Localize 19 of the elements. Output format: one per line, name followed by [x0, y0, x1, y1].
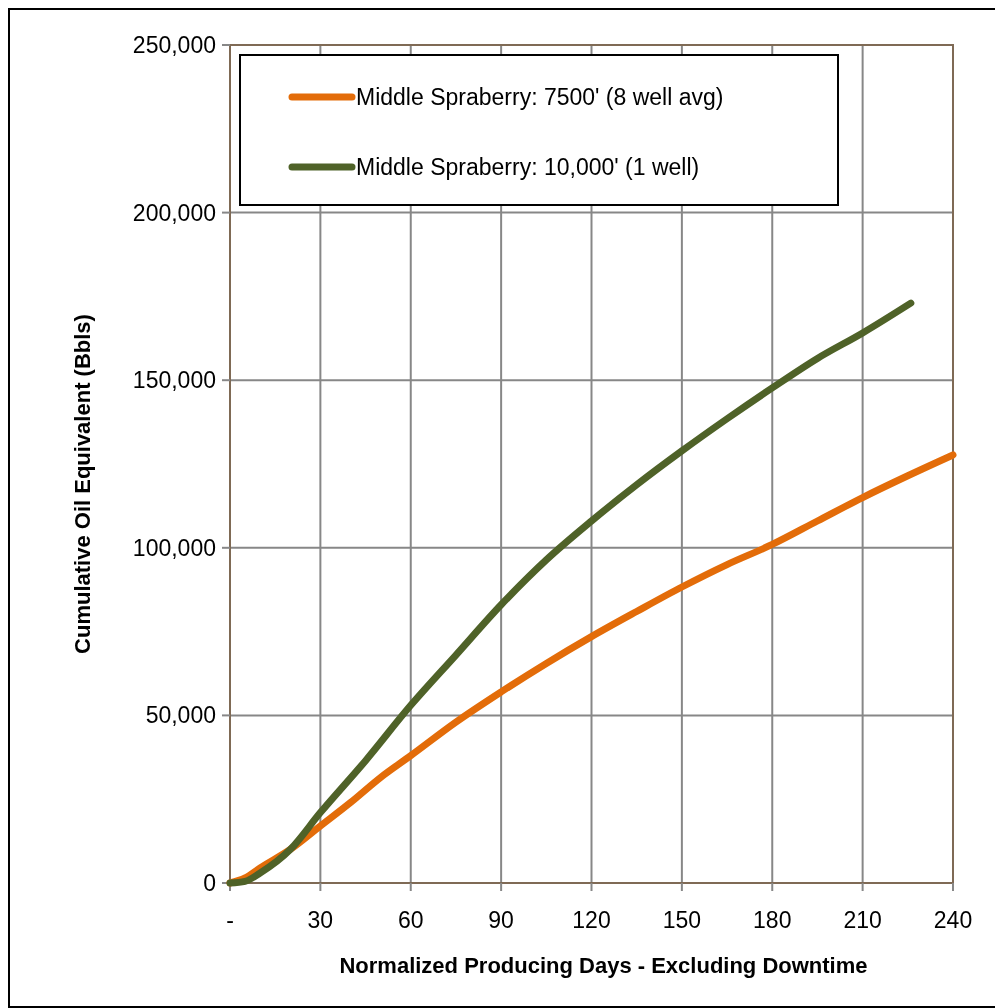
- x-axis-title: Normalized Producing Days - Excluding Downtime: [339, 953, 868, 978]
- y-tick-label: 50,000: [145, 702, 216, 729]
- x-tick-label: 150: [662, 907, 702, 933]
- legend-label: Middle Spraberry: 10,000' (1 well): [356, 154, 700, 181]
- x-tick-label: 120: [572, 907, 611, 933]
- y-tick-label: 200,000: [132, 199, 216, 226]
- x-tick-label: 210: [843, 907, 882, 933]
- x-tick-label: 240: [933, 907, 973, 933]
- y-tick-label: 250,000: [132, 32, 216, 59]
- legend-label: Middle Spraberry: 7500' (8 well avg): [356, 84, 724, 111]
- y-tick-label: 0: [203, 870, 216, 897]
- x-tick-label: 180: [753, 907, 792, 933]
- y-axis-title: Cumulative Oil Equivalent (Bbls): [70, 314, 95, 654]
- y-tick-label: 150,000: [132, 367, 216, 394]
- x-tick-label: 90: [488, 907, 514, 933]
- y-tick-label: 100,000: [132, 534, 216, 561]
- x-tick-label: -: [226, 907, 234, 933]
- x-tick-label: 60: [397, 907, 424, 933]
- x-tick-label: 30: [307, 907, 334, 933]
